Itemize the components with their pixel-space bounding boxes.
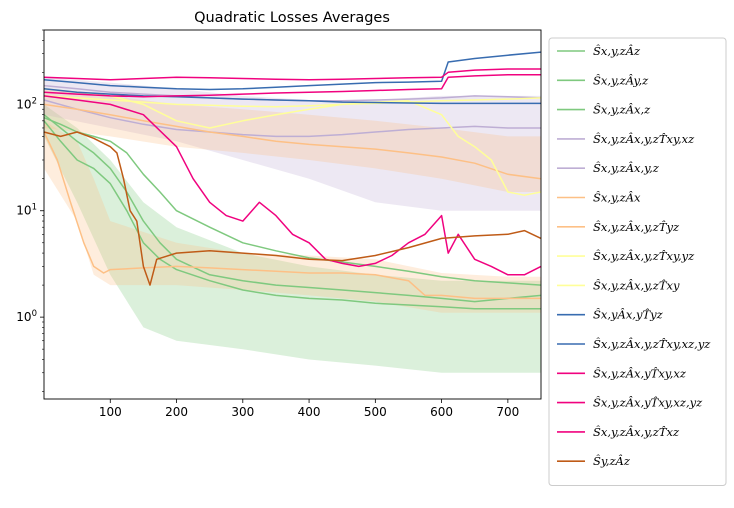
series-line-11 [43,68,541,81]
series-line-2 [43,117,542,286]
x-tick-label: 200 [165,405,188,419]
legend-label: Ŝx,y,zÂz [593,44,641,58]
x-tick-label: 600 [430,405,453,419]
x-tick-label: 300 [231,405,254,419]
x-tick-label: 700 [496,405,519,419]
legend-label: Ŝx,y,zÂy,z [593,73,649,87]
series-band-3 [44,77,541,211]
legend-label: Ŝx,y,zÂx,y,zT̂xy [593,278,680,292]
series-line-5 [43,131,541,300]
series-line-0 [43,114,542,303]
legend-label: Ŝx,y,zÂx,y,z [593,161,660,175]
x-tick-label: 500 [364,405,387,419]
series-line-14 [43,131,542,286]
y-tick-label: 100 [16,309,37,324]
series-lines [43,51,542,310]
chart-title: Quadratic Losses Averages [194,10,390,26]
uncertainty-bands [44,77,541,373]
legend-label: Ŝx,y,zÂx [593,191,641,205]
series-line-1 [43,120,541,310]
legend-label: Ŝx,y,zÂx,y,zT̂xy,xz,yz [593,337,711,351]
series-line-13 [43,95,542,276]
x-axis: 100 200 300 400 500 600 700 [99,399,519,419]
y-tick-label: 101 [16,203,37,218]
legend-label: Ŝx,y,zÂx,y,zT̂xz [593,425,680,439]
legend-label: Ŝx,y,zÂx,y,zT̂xy,xz [593,132,695,146]
x-tick-label: 100 [99,405,122,419]
series-line-10 [43,88,541,105]
series-line-6 [43,103,542,180]
y-axis: 100 101 102 [16,29,44,392]
x-tick-label: 400 [298,405,321,419]
legend-label: Ŝx,y,zÂx,y,zT̂yz [593,220,680,234]
series-line-12 [43,73,541,98]
legend: Ŝx,y,zÂz Ŝx,y,zÂy,z Ŝx,y,zÂx,z Ŝx,y,zÂx,y,z… [548,37,727,486]
series-band-6 [44,88,541,192]
series-line-9 [43,51,542,91]
series-line-8 [43,95,542,108]
legend-label: Ŝx,y,zÂx,yT̂xy,xz,yz [593,396,703,410]
y-tick-label: 102 [16,96,37,111]
legend-label: Ŝx,y,zÂx,z [593,103,651,117]
plot-frame [43,29,542,400]
legend-label: Ŝx,y,zÂx,y,zT̂xy,yz [593,249,695,263]
legend-label: Ŝy,zÂz [593,454,631,468]
series-line-4 [43,99,541,138]
legend-box [548,37,727,486]
legend-label: Ŝx,y,zÂx,yT̂xy,xz [593,366,687,380]
legend-label: Ŝx,yÂx,yT̂yz [593,308,664,322]
